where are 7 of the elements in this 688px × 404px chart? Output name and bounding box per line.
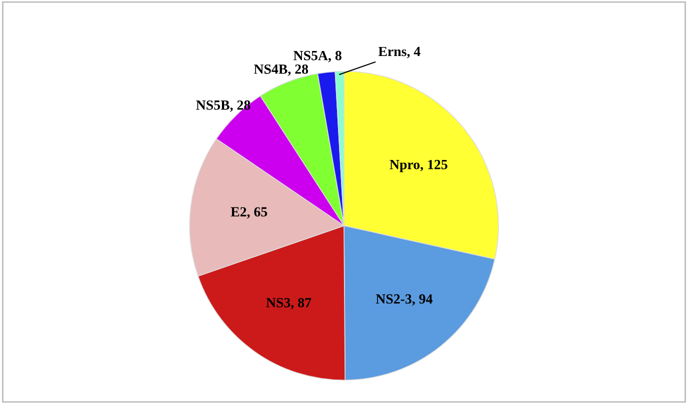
slice-label: NS4B, 28 — [254, 64, 308, 76]
slice-label: Npro, 125 — [390, 160, 448, 172]
slice-label: NS2-3, 94 — [376, 294, 432, 306]
slice-label: NS5A, 8 — [294, 50, 342, 62]
slice-label: E2, 65 — [230, 207, 268, 219]
slice-label: Erns, 4 — [378, 46, 420, 58]
slice-label: NS3, 87 — [266, 298, 312, 310]
